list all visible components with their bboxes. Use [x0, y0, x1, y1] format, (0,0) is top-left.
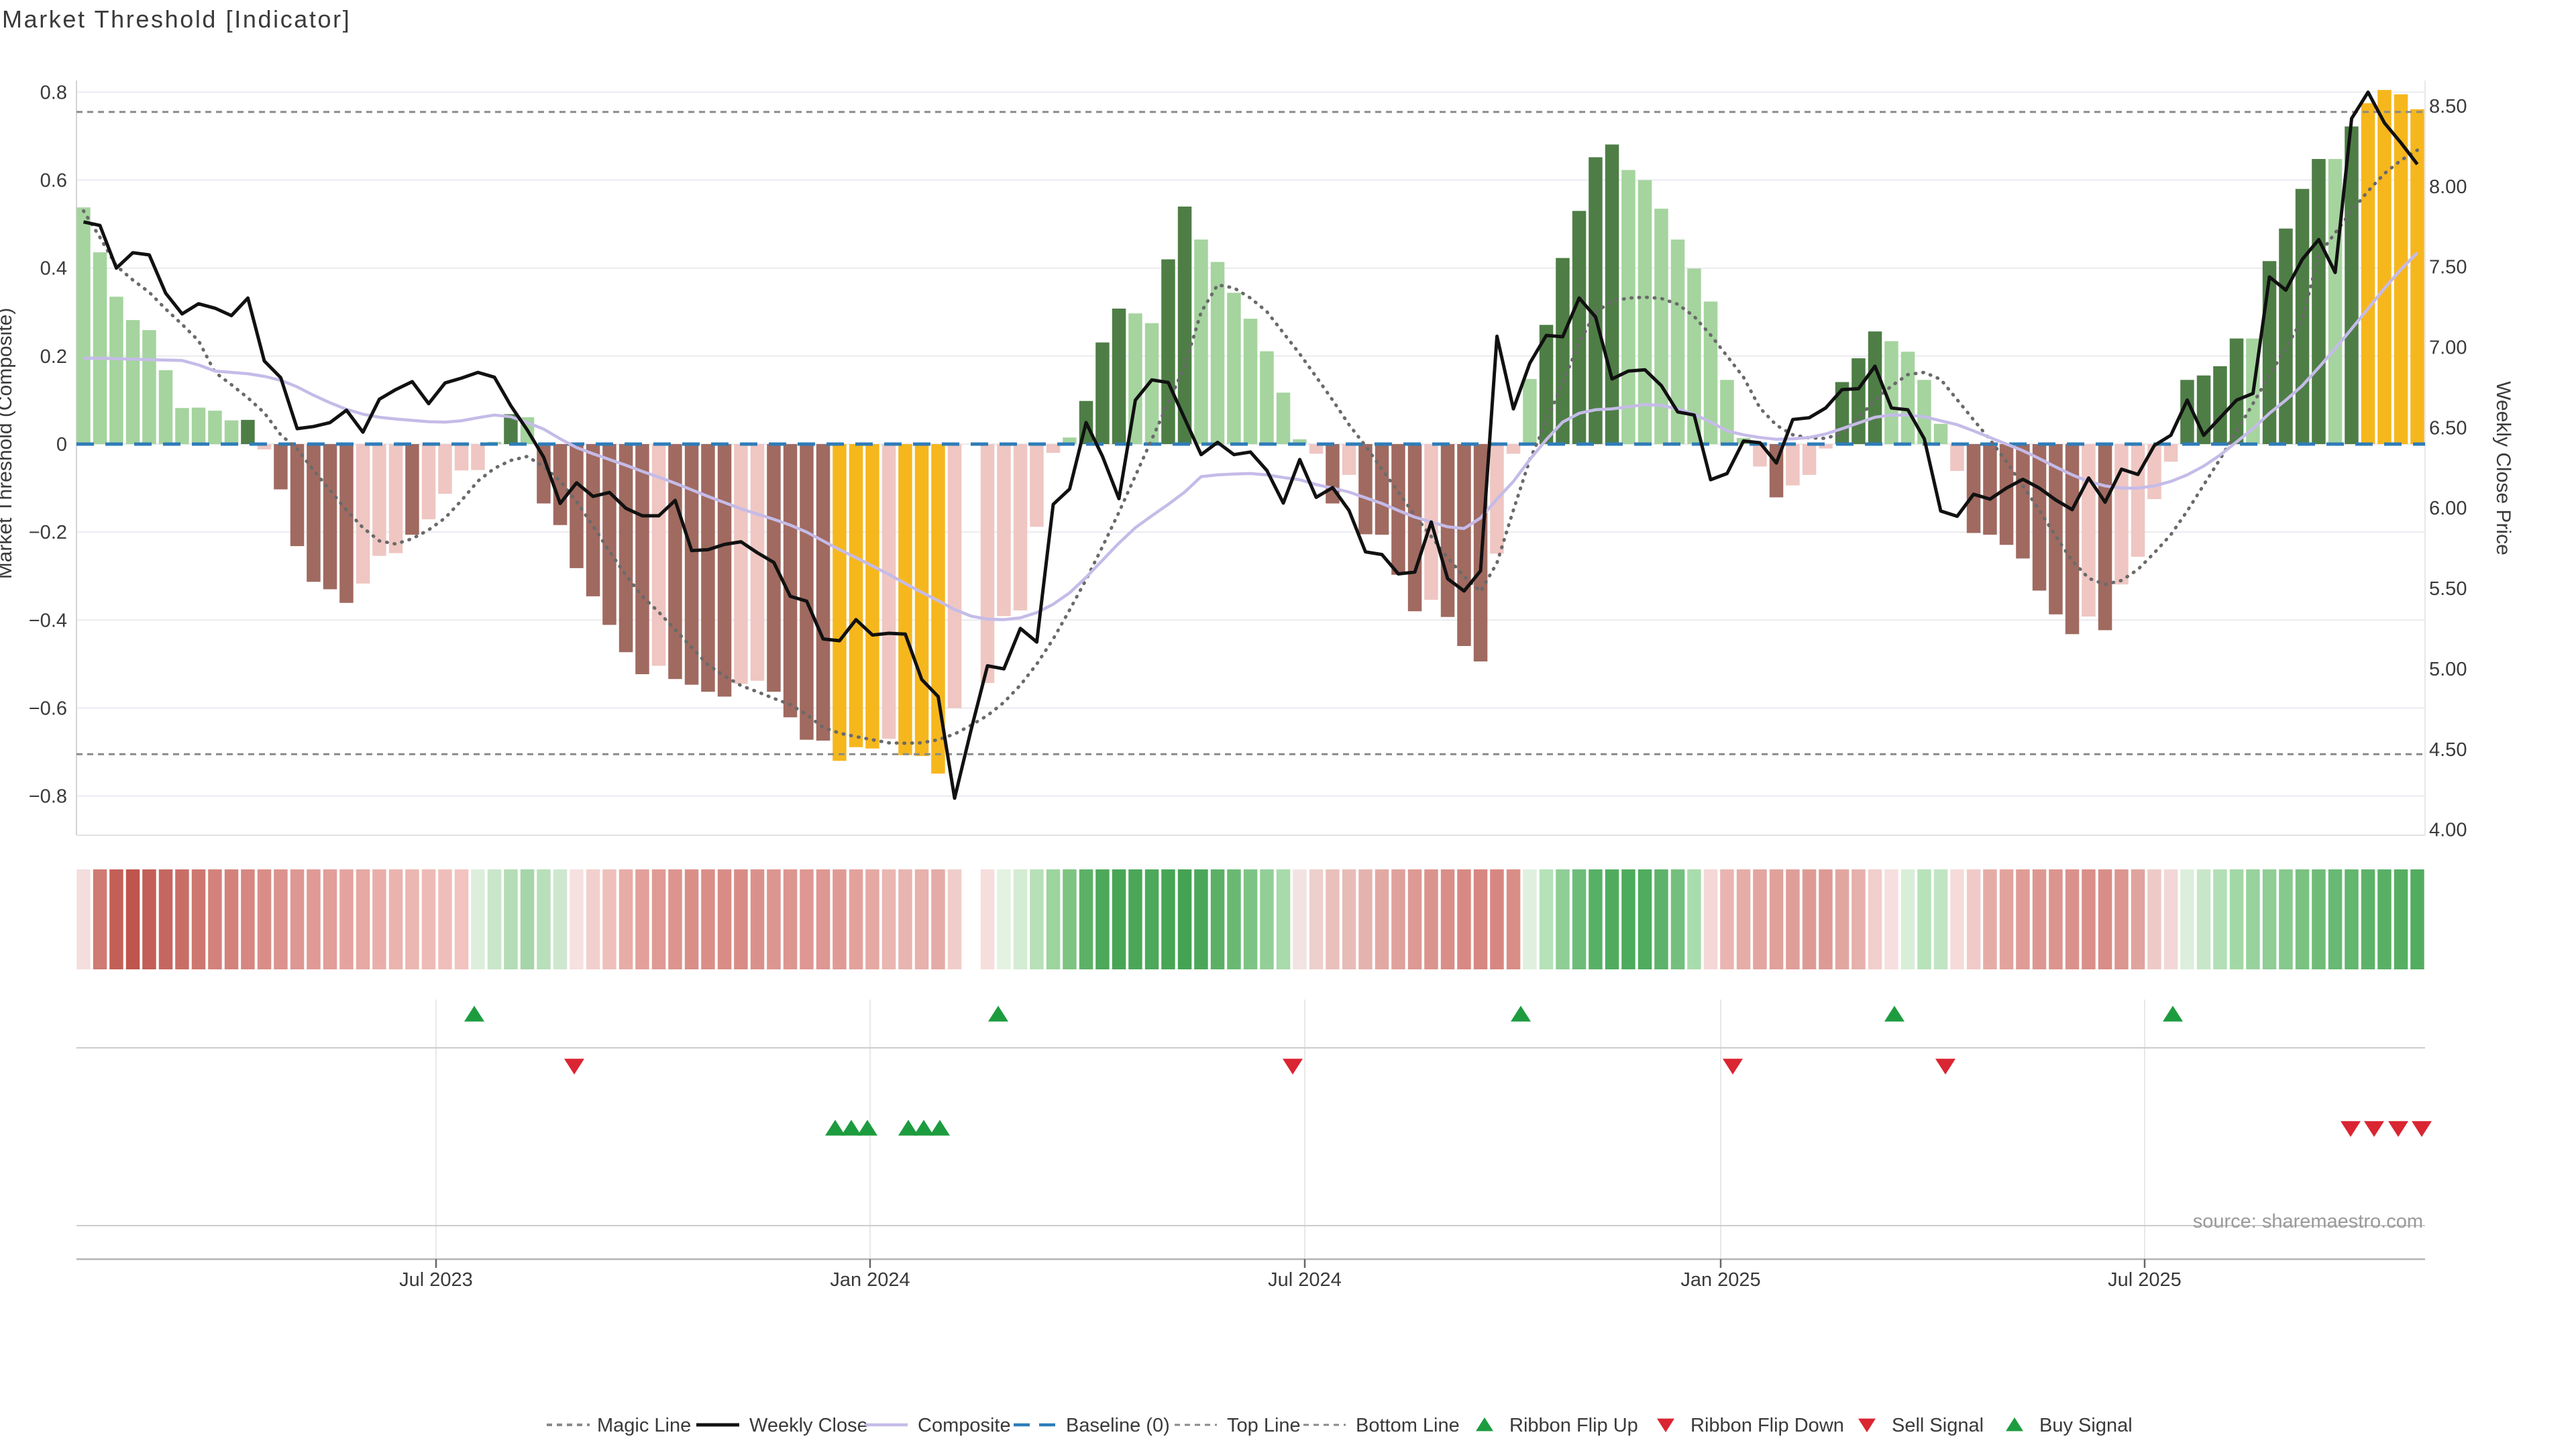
svg-text:0.4: 0.4	[40, 258, 67, 280]
svg-text:−0.6: −0.6	[29, 698, 67, 720]
svg-text:Market Threshold (Composite): Market Threshold (Composite)	[0, 308, 16, 580]
svg-text:Bottom Line: Bottom Line	[1356, 1415, 1460, 1436]
svg-text:5.00: 5.00	[2429, 659, 2467, 680]
svg-text:Market Threshold [Indicator]: Market Threshold [Indicator]	[2, 5, 351, 33]
svg-text:7.50: 7.50	[2429, 257, 2467, 278]
svg-text:−0.2: −0.2	[29, 522, 67, 543]
svg-text:Top Line: Top Line	[1227, 1415, 1301, 1436]
svg-text:Magic Line: Magic Line	[597, 1415, 691, 1436]
svg-text:0.6: 0.6	[40, 170, 67, 192]
svg-text:Baseline (0): Baseline (0)	[1066, 1415, 1170, 1436]
svg-text:Sell Signal: Sell Signal	[1892, 1415, 1984, 1436]
svg-text:Ribbon Flip Up: Ribbon Flip Up	[1509, 1415, 1638, 1436]
svg-text:Jan 2024: Jan 2024	[830, 1269, 910, 1291]
svg-text:0: 0	[56, 434, 67, 455]
svg-text:source: sharemaestro.com: source: sharemaestro.com	[2193, 1211, 2423, 1232]
svg-text:7.00: 7.00	[2429, 337, 2467, 359]
svg-text:0.2: 0.2	[40, 346, 67, 368]
svg-text:Jul 2023: Jul 2023	[399, 1269, 473, 1291]
svg-text:4.00: 4.00	[2429, 820, 2467, 841]
svg-text:Weekly Close: Weekly Close	[749, 1415, 868, 1436]
svg-text:Buy Signal: Buy Signal	[2039, 1415, 2133, 1436]
svg-text:8.50: 8.50	[2429, 96, 2467, 117]
svg-text:5.50: 5.50	[2429, 578, 2467, 600]
svg-text:6.00: 6.00	[2429, 498, 2467, 519]
svg-text:Jul 2025: Jul 2025	[2108, 1269, 2182, 1291]
svg-text:Ribbon Flip Down: Ribbon Flip Down	[1690, 1415, 1844, 1436]
svg-text:Jan 2025: Jan 2025	[1680, 1269, 1760, 1291]
svg-text:−0.8: −0.8	[29, 786, 67, 808]
svg-text:Composite: Composite	[918, 1415, 1011, 1436]
svg-text:Jul 2024: Jul 2024	[1268, 1269, 1342, 1291]
svg-text:4.50: 4.50	[2429, 739, 2467, 761]
svg-text:0.8: 0.8	[40, 82, 67, 103]
svg-text:Weekly Close Price: Weekly Close Price	[2492, 381, 2514, 555]
svg-text:8.00: 8.00	[2429, 176, 2467, 198]
svg-text:−0.4: −0.4	[29, 610, 67, 631]
svg-text:6.50: 6.50	[2429, 417, 2467, 439]
